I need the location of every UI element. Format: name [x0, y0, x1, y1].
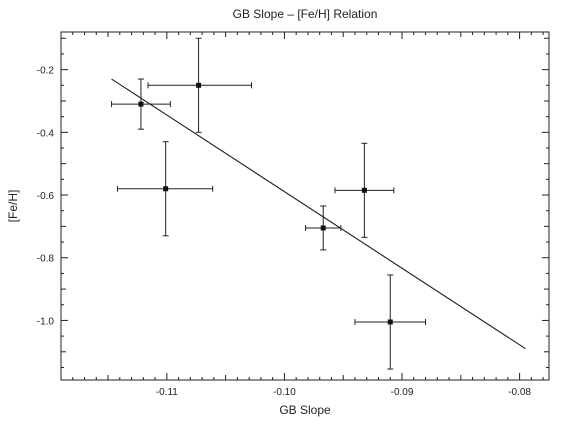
data-point-marker: [320, 225, 326, 231]
y-tick-label: -0.4: [37, 128, 55, 139]
data-point: [116, 141, 214, 237]
x-tick-label: -0.10: [273, 387, 296, 398]
y-axis: -0.2 -0.4 -0.6 -0.8 -1.0: [37, 37, 549, 368]
fit-line: [111, 78, 526, 350]
y-tick-label: -0.8: [37, 254, 55, 265]
data-point-marker: [196, 82, 202, 88]
x-axis: -0.11 -0.10 -0.09 -0.08: [60, 32, 544, 398]
chart-title: GB Slope – [Fe/H] Relation: [233, 7, 378, 21]
data-point: [147, 37, 252, 133]
data-point: [334, 142, 395, 238]
data-points-layer: [111, 37, 427, 370]
data-point-marker: [387, 319, 393, 325]
x-tick-label: -0.11: [156, 387, 178, 398]
data-point-marker: [138, 101, 144, 107]
y-tick-label: -1.0: [37, 316, 55, 327]
x-tick-label: -0.09: [391, 387, 414, 398]
data-point: [354, 274, 427, 370]
y-tick-label: -0.6: [37, 191, 55, 202]
y-tick-label: -0.2: [37, 66, 55, 77]
fit-line-layer: [111, 78, 526, 350]
x-axis-label: GB Slope: [279, 403, 331, 417]
x-tick-label: -0.08: [508, 387, 531, 398]
plot-frame: [60, 31, 550, 381]
data-point-marker: [361, 187, 367, 193]
y-axis-label: [Fe/H]: [6, 190, 20, 223]
data-point: [111, 78, 171, 130]
data-point: [305, 205, 342, 251]
data-point-marker: [163, 186, 169, 192]
